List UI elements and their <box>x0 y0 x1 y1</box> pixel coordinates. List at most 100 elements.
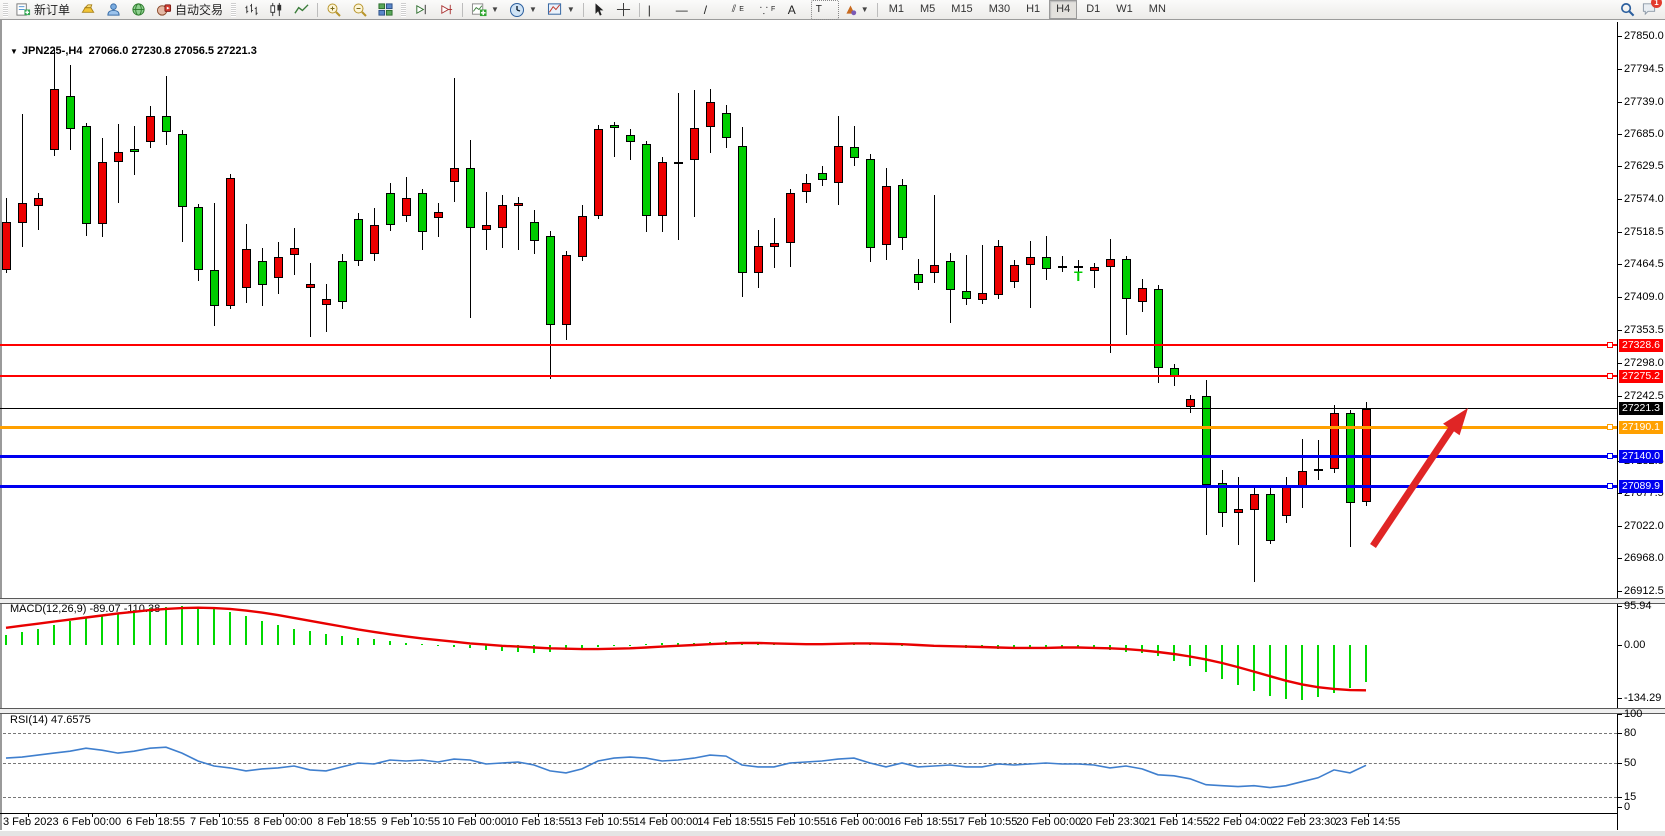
date-label[interactable]: 6 Feb 00:00 <box>62 816 122 828</box>
arrows-tool[interactable]: ▼ <box>839 0 874 20</box>
macd-panel-separator[interactable] <box>0 598 1665 604</box>
timeframe-m30[interactable]: M30 <box>988 3 1011 15</box>
zoom-out-button[interactable] <box>347 0 373 20</box>
trend-arrow[interactable] <box>1370 408 1468 548</box>
date-label[interactable]: 16 Feb 18:55 <box>888 816 954 828</box>
date-label[interactable]: 17 Feb 10:55 <box>952 816 1018 828</box>
hline-27328.6[interactable] <box>0 343 1617 346</box>
timeframe-d1[interactable]: D1 <box>1086 3 1101 15</box>
trendline-tool[interactable]: / <box>703 2 708 17</box>
new-order-icon <box>16 3 31 16</box>
candle <box>914 273 923 283</box>
text-label-tool[interactable]: T <box>810 0 839 20</box>
auto-scroll-button[interactable] <box>409 0 434 20</box>
date-tick-mark <box>283 813 285 817</box>
rsi-tick-mark <box>1617 797 1622 799</box>
candle-wick <box>1030 240 1031 309</box>
candle <box>178 133 187 208</box>
date-label[interactable]: 8 Feb 18:55 <box>317 816 377 828</box>
zoom-in-button[interactable] <box>321 0 347 20</box>
macd-histogram-bar <box>901 645 903 646</box>
timeframe-h1[interactable]: H1 <box>1026 3 1041 15</box>
candle-wick <box>326 283 327 332</box>
date-label[interactable]: 20 Feb 23:30 <box>1080 816 1146 828</box>
notifications-button[interactable]: 1 <box>1641 0 1662 19</box>
cursor-button[interactable] <box>587 0 611 20</box>
date-label[interactable]: 21 Feb 14:55 <box>1143 816 1209 828</box>
date-label[interactable]: 8 Feb 00:00 <box>253 816 313 828</box>
hline-handle[interactable] <box>1607 423 1613 430</box>
chart-menu-caret-icon[interactable]: ▼ <box>10 47 18 56</box>
macd-histogram-bar <box>565 645 567 650</box>
line-chart-button[interactable] <box>289 0 314 20</box>
date-label[interactable]: 13 Feb 10:55 <box>569 816 635 828</box>
hline-27275.2[interactable] <box>0 375 1617 378</box>
date-label[interactable]: 9 Feb 10:55 <box>381 816 441 828</box>
timeframe-m15[interactable]: M15 <box>951 3 973 15</box>
new-order-button[interactable]: 新订单 <box>11 0 75 20</box>
hline-handle[interactable] <box>1607 341 1613 348</box>
toolbar-grip[interactable] <box>231 2 237 17</box>
toolbar-grip[interactable] <box>401 2 407 17</box>
candle <box>402 198 411 216</box>
candle <box>66 96 75 129</box>
date-label[interactable]: 10 Feb 00:00 <box>442 816 508 828</box>
macd-histogram-bar <box>389 640 391 645</box>
date-label[interactable]: 10 Feb 18:55 <box>505 816 571 828</box>
date-label[interactable]: 14 Feb 18:55 <box>697 816 763 828</box>
templates-button[interactable]: ▼ <box>542 0 580 20</box>
candle <box>1218 482 1227 513</box>
hline-handle[interactable] <box>1607 482 1613 489</box>
hline-handle[interactable] <box>1607 453 1613 460</box>
autotrading-button[interactable]: 自动交易 <box>151 0 228 20</box>
crosshair-button[interactable] <box>611 0 636 20</box>
tile-windows-button[interactable] <box>373 0 398 20</box>
chart-shift-icon <box>441 4 453 15</box>
hline-27221.3[interactable] <box>0 408 1617 410</box>
market-watch-button[interactable] <box>75 0 101 20</box>
hline-handle[interactable] <box>1607 373 1613 380</box>
date-label[interactable]: 22 Feb 23:30 <box>1271 816 1337 828</box>
timeframe-mn[interactable]: MN <box>1148 3 1166 15</box>
candle-wick <box>118 123 119 204</box>
indicators-button[interactable]: ▼ <box>466 0 504 20</box>
price-tick-mark <box>1617 526 1622 528</box>
vertical-line-tool[interactable]: | <box>647 2 651 17</box>
timeframe-w1[interactable]: W1 <box>1116 3 1133 15</box>
rsi-panel-separator[interactable] <box>0 708 1665 714</box>
hline-27140.0[interactable] <box>0 455 1617 459</box>
date-label[interactable]: 6 Feb 18:55 <box>126 816 185 828</box>
data-window-button[interactable] <box>101 0 126 20</box>
symbol-header[interactable]: ▼ JPN225-,H4 27066.0 27230.8 27056.5 2722… <box>10 45 257 57</box>
bar-chart-button[interactable] <box>239 0 264 20</box>
hline-27190.1[interactable] <box>0 425 1617 429</box>
price-tick-label: 27574.0 <box>1624 193 1664 206</box>
date-label[interactable]: 3 Feb 2023 <box>3 816 59 828</box>
timeframe-h4[interactable]: H4 <box>1049 0 1078 19</box>
text-tool[interactable]: A <box>787 2 796 17</box>
date-label[interactable]: 20 Feb 00:00 <box>1016 816 1082 828</box>
trade-marker-T[interactable]: T <box>1074 267 1083 284</box>
date-label[interactable]: 16 Feb 00:00 <box>824 816 890 828</box>
toolbar-grip[interactable] <box>3 2 8 17</box>
date-label[interactable]: 14 Feb 00:00 <box>633 816 699 828</box>
timeframe-m1[interactable]: M1 <box>888 3 904 15</box>
date-label[interactable]: 22 Feb 04:00 <box>1207 816 1273 828</box>
candle <box>674 162 683 165</box>
search-icon[interactable] <box>1620 2 1635 17</box>
horizontal-line-tool[interactable]: — <box>675 2 688 17</box>
candlestick-chart-button[interactable] <box>264 0 289 20</box>
macd-histogram-bar <box>261 621 263 645</box>
date-label[interactable]: 23 Feb 14:55 <box>1335 816 1401 828</box>
macd-histogram-bar <box>165 606 167 645</box>
chart-shift-button[interactable] <box>434 0 459 20</box>
timeframe-m5[interactable]: M5 <box>920 3 936 15</box>
fibonacci-tool[interactable]: ⸪ F <box>759 5 776 17</box>
channel-tool[interactable]: ⫽ E <box>731 4 744 15</box>
navigator-button[interactable] <box>126 0 151 20</box>
hline-27089.9[interactable] <box>0 484 1617 488</box>
macd-histogram-bar <box>1237 645 1239 686</box>
periods-button[interactable]: ▼ <box>504 0 542 20</box>
date-label[interactable]: 15 Feb 10:55 <box>761 816 827 828</box>
date-label[interactable]: 7 Feb 10:55 <box>190 816 249 828</box>
